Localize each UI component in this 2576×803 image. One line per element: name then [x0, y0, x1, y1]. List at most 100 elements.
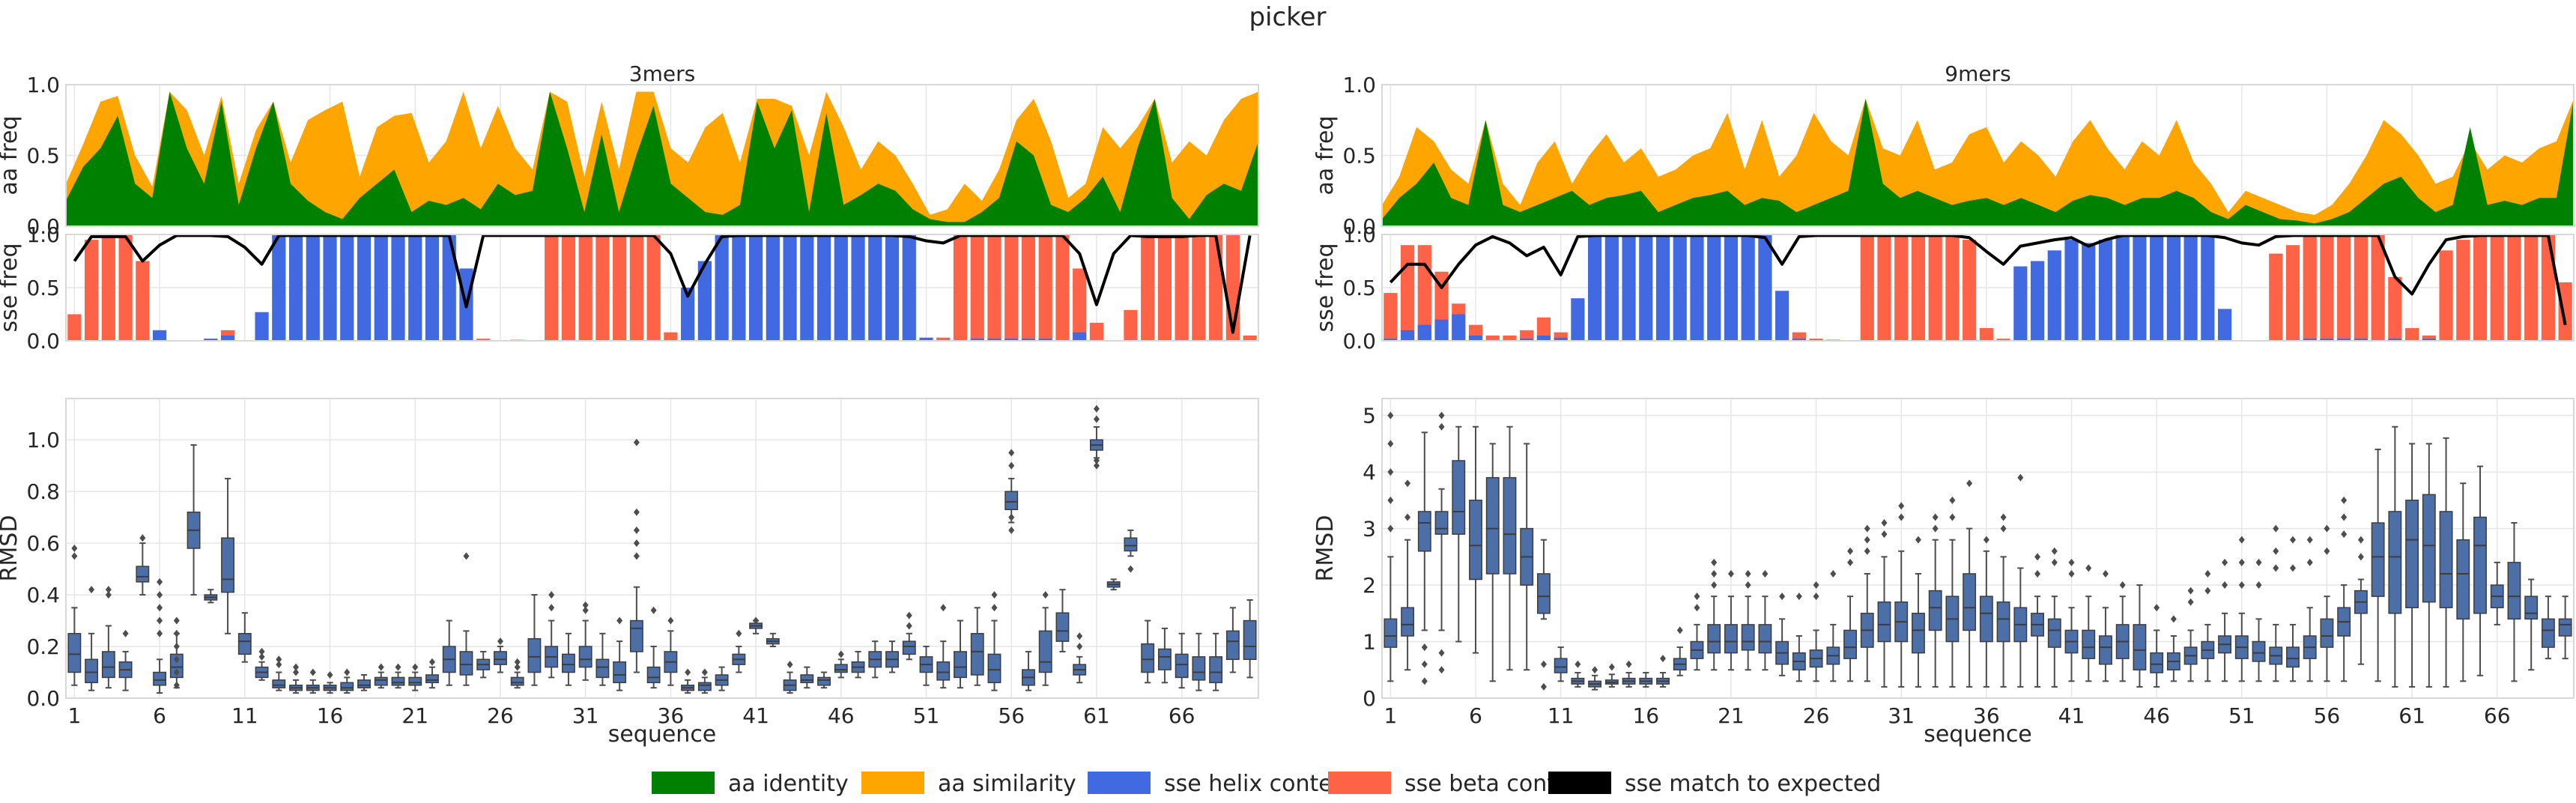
rmsd-flier — [428, 658, 435, 666]
aa-identity-area — [1382, 98, 2574, 226]
rmsd-flier — [1421, 677, 1428, 685]
rmsd-xtick-label: 1 — [1384, 703, 1397, 728]
sse-helix-bar — [1622, 234, 1636, 341]
sse-helix-bar — [408, 234, 422, 341]
rmsd-flier — [1779, 593, 1786, 601]
rmsd-box — [101, 651, 115, 679]
rmsd-xtick-label: 46 — [2143, 703, 2170, 728]
rmsd-box — [2473, 516, 2487, 614]
sse-beta-bar — [1004, 234, 1019, 341]
rmsd-box — [987, 653, 1001, 684]
rmsd-flier — [2085, 564, 2092, 572]
sse-helix-bar — [306, 234, 320, 341]
sse-helix-bar — [919, 337, 933, 341]
sse-helix-bar — [220, 335, 235, 341]
sse-ylabel: sse freq — [0, 243, 22, 333]
sse-helix-bar — [2217, 309, 2232, 341]
rmsd-box — [1469, 500, 1482, 581]
rmsd-flier — [2187, 587, 2194, 595]
sse-beta-bar — [987, 234, 1001, 341]
sse-ytick-label: 0.5 — [1342, 276, 1376, 300]
sse-helix-bar — [2064, 240, 2079, 341]
aa-ylabel: aa freq — [1312, 115, 1339, 195]
rmsd-flier — [633, 526, 640, 534]
sse-beta-bar — [1243, 335, 1257, 341]
sse-helix-bar — [2098, 240, 2113, 341]
rmsd-flier — [2119, 581, 2126, 590]
rmsd-frame — [1381, 398, 2575, 699]
rmsd-flier — [1660, 655, 1667, 663]
rmsd-flier — [2238, 558, 2245, 566]
rmsd-flier — [497, 637, 503, 646]
rmsd-flier — [173, 681, 180, 689]
sse-beta-bar — [2490, 234, 2504, 341]
sse-helix-bar — [340, 234, 354, 341]
rmsd-flier — [1745, 581, 1751, 590]
rmsd-xtick-label: 31 — [1888, 703, 1915, 728]
sse-helix-bar — [1021, 339, 1036, 341]
sse-helix-bar — [1571, 298, 1585, 341]
sse-frame — [1381, 234, 2575, 342]
rmsd-flier — [1881, 519, 1888, 527]
rmsd-flier — [2204, 587, 2211, 595]
rmsd-flier — [2273, 547, 2279, 555]
rmsd-flier — [1813, 593, 1819, 601]
rmsd-box — [1707, 624, 1721, 654]
rmsd-flier — [2222, 558, 2228, 566]
sse-ytick-label: 1.0 — [1342, 222, 1376, 247]
rmsd-box — [1004, 491, 1019, 511]
sse-helix-bar — [1724, 234, 1739, 341]
rmsd-box — [2133, 624, 2147, 671]
rmsd-ylabel: RMSD — [0, 515, 22, 582]
rmsd-box — [2507, 562, 2521, 620]
rmsd-xtick-label: 1 — [67, 703, 81, 728]
sse-helix-bar — [255, 312, 269, 341]
sse-beta-bar — [2422, 335, 2436, 341]
rmsd-flier — [1795, 593, 1802, 601]
rmsd-flier — [2289, 564, 2296, 572]
sse-helix-bar — [1775, 291, 1789, 341]
rmsd-flier — [2273, 564, 2279, 572]
rmsd-flier — [582, 601, 589, 609]
rmsd-flier — [1949, 496, 1956, 504]
rmsd-flier — [1404, 479, 1411, 488]
sse-helix-bar — [851, 234, 865, 341]
rmsd-flier — [1093, 415, 1100, 423]
sse-helix-bar — [2201, 234, 2215, 341]
rmsd-flier — [2255, 558, 2262, 566]
sse-helix-bar — [697, 261, 712, 341]
rmsd-flier — [1694, 593, 1700, 601]
rmsd-box — [2422, 494, 2436, 603]
sse-helix-bar — [442, 234, 456, 341]
rmsd-box — [2541, 618, 2555, 648]
rmsd-flier — [1898, 502, 1905, 510]
rmsd-flier — [991, 591, 998, 599]
rmsd-box — [425, 674, 439, 684]
sse-helix-bar — [1554, 337, 1568, 341]
sse-helix-bar — [766, 234, 780, 341]
sse-beta-bar — [2303, 234, 2317, 341]
sse-beta-bar — [1554, 332, 1568, 341]
rmsd-box — [1038, 630, 1052, 673]
sse-helix-bar — [902, 234, 916, 341]
sse-beta-bar — [1877, 234, 1891, 341]
sse-helix-bar — [1434, 319, 1449, 341]
sse-beta-bar — [2404, 327, 2419, 341]
rmsd-box — [510, 676, 524, 686]
sse-helix-bar — [987, 339, 1001, 341]
rmsd-flier — [1864, 536, 1870, 544]
sse-helix-bar — [2013, 266, 2028, 341]
rmsd-flier — [1540, 660, 1547, 668]
aa-axes: 0.0 0.5 1.0aa freq — [1312, 73, 2574, 239]
rmsd-box — [954, 651, 967, 679]
rmsd-flier — [88, 586, 95, 594]
sse-ytick-label: 0.0 — [26, 329, 60, 354]
rmsd-box — [1384, 618, 1398, 648]
rmsd-box — [1485, 476, 1500, 575]
legend-label: aa identity — [728, 771, 849, 797]
rmsd-flier — [1711, 558, 1718, 566]
sse-helix-bar — [868, 234, 882, 341]
rmsd-box — [2371, 522, 2385, 597]
